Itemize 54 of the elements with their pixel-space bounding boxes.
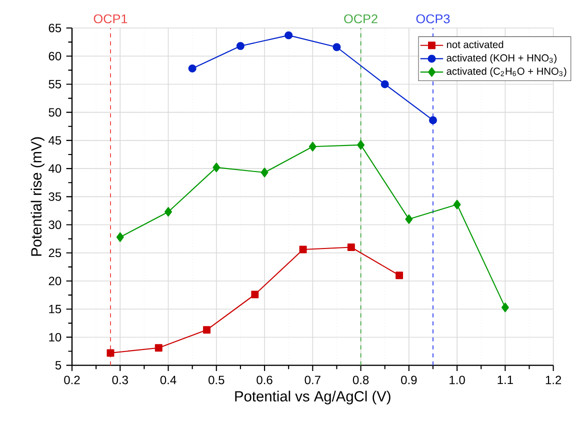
x-tick-label: 0.9 bbox=[401, 376, 417, 384]
point bbox=[116, 232, 124, 242]
point bbox=[396, 272, 404, 280]
x-tick-label: 0.7 bbox=[304, 376, 320, 384]
point bbox=[106, 349, 114, 357]
point bbox=[347, 244, 355, 252]
y-tick-label: 40 bbox=[48, 164, 62, 173]
y-tick-label: 10 bbox=[49, 333, 62, 342]
y-tick-label: 35 bbox=[48, 192, 62, 202]
y-tick-label: 20 bbox=[48, 276, 62, 286]
y-tick-label: 5 bbox=[55, 361, 62, 370]
point bbox=[212, 162, 220, 172]
x-tick-label: 0.4 bbox=[160, 376, 176, 384]
point bbox=[357, 140, 365, 150]
ref-line-label: OCP2 bbox=[344, 14, 378, 24]
y-tick-label: 50 bbox=[48, 108, 62, 117]
legend-label: activated (KOH + HNO$_{3}$) bbox=[446, 54, 556, 64]
point bbox=[380, 80, 389, 88]
point bbox=[260, 168, 268, 178]
point bbox=[405, 214, 413, 224]
point bbox=[203, 326, 211, 334]
x-tick-label: 1.0 bbox=[450, 376, 465, 384]
point bbox=[501, 302, 509, 312]
y-tick-label: 45 bbox=[48, 136, 62, 145]
point bbox=[154, 344, 162, 352]
legend-label: not activated bbox=[447, 40, 504, 48]
x-tick-label: 0.8 bbox=[352, 376, 369, 384]
point bbox=[299, 246, 307, 254]
point bbox=[164, 207, 172, 217]
point bbox=[236, 42, 244, 50]
point bbox=[428, 116, 437, 124]
x-tick-label: 1.2 bbox=[546, 376, 562, 384]
x-axis-title: Potential vs Ag/AgCl (V) bbox=[235, 390, 390, 405]
y-tick-label: 65 bbox=[48, 24, 62, 32]
x-tick-label: 0.2 bbox=[64, 376, 80, 384]
point bbox=[453, 200, 461, 210]
x-tick-label: 0.6 bbox=[256, 376, 272, 384]
ref-line-label: OCP3 bbox=[416, 14, 450, 24]
y-tick-label: 25 bbox=[48, 248, 62, 258]
y-tick-label: 30 bbox=[48, 220, 62, 230]
y-tick-label: 60 bbox=[48, 52, 62, 61]
x-tick-label: 0.5 bbox=[208, 376, 224, 384]
y-tick-label: 55 bbox=[48, 80, 62, 89]
x-tick-label: 0.3 bbox=[112, 376, 128, 384]
point bbox=[251, 290, 259, 298]
ref-line-label: OCP1 bbox=[94, 14, 128, 24]
point bbox=[284, 31, 293, 40]
point bbox=[332, 43, 341, 52]
point bbox=[308, 142, 316, 152]
y-axis-title: Potential rise (mV) bbox=[30, 137, 44, 256]
point bbox=[188, 64, 196, 73]
x-tick-label: 1.1 bbox=[498, 376, 513, 384]
legend-label: activated (C$_{2}$H$_{6}$O + HNO$_{3}$) bbox=[446, 68, 566, 77]
y-tick-label: 15 bbox=[49, 305, 62, 314]
